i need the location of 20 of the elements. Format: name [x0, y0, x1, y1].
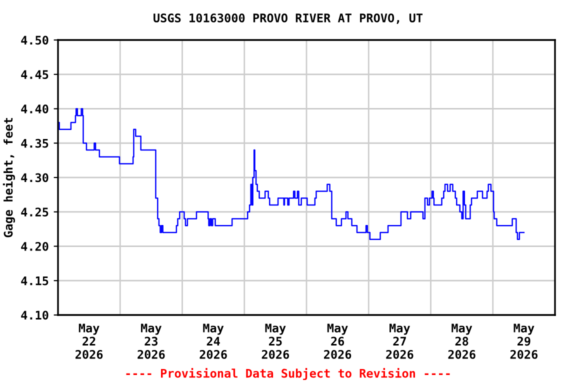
x-tick-label: May 23 2026	[138, 324, 165, 359]
y-tick-label: 4.45	[21, 70, 48, 80]
y-tick-label: 4.40	[21, 104, 48, 114]
x-tick-label: May 28 2026	[448, 324, 476, 359]
x-tick-label: May 26 2026	[324, 324, 352, 359]
y-axis-title: Gage height, feet	[2, 118, 15, 238]
y-tick-label: 4.50	[21, 36, 48, 45]
text: ---- Provisional Data Subject to Revision ----	[126, 368, 450, 380]
x-tick-label: May 27 2026	[386, 324, 414, 359]
x-tick-label: May 24 2026	[200, 324, 227, 359]
chart-title: USGS 10163000 PROVO RIVER AT PROVO, UT	[154, 13, 423, 24]
y-tick-label: 4.15	[21, 276, 48, 286]
y-tick-label: 4.10	[21, 310, 48, 320]
y-tick-label: 4.20	[21, 242, 48, 251]
y-tick-label: 4.25	[21, 208, 48, 217]
y-tick-label: 4.35	[21, 138, 48, 148]
x-tick-label: May 29 2026	[510, 324, 538, 359]
x-tick-label: May 25 2026	[262, 324, 290, 359]
x-tick-label: May 22 2026	[76, 324, 103, 359]
y-tick-label: 4.30	[21, 173, 48, 182]
